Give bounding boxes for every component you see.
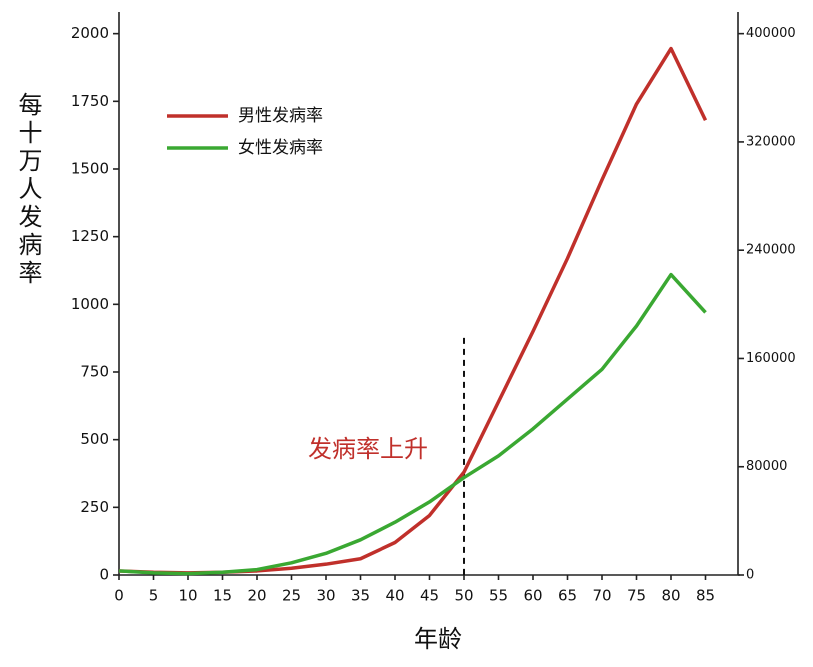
y-tick-label: 0 [99,566,109,584]
x-tick-label: 40 [385,587,404,605]
y2-tick-label: 0 [746,568,754,583]
y-axis-label: 每十万人发病率 [14,92,42,288]
y-tick-label: 500 [80,430,109,448]
y-tick-label: 2000 [71,24,109,42]
x-tick-label: 60 [523,587,542,605]
y-tick-label: 250 [80,498,109,516]
y2-tick-label: 320000 [746,134,796,149]
x-tick-label: 35 [351,587,370,605]
y2-tick-label: 160000 [746,351,796,366]
x-tick-label: 20 [247,587,266,605]
x-axis-label: 年龄 [414,625,462,653]
y2-tick-label: 240000 [746,243,796,258]
x-tick-label: 10 [178,587,197,605]
x-tick-label: 25 [282,587,301,605]
y-tick-label: 1250 [71,227,109,245]
x-tick-label: 0 [114,587,124,605]
x-tick-label: 80 [661,587,680,605]
series-line [118,46,708,575]
annotation: 发病率上升 [308,435,428,463]
x-tick-label: 30 [316,587,335,605]
x-tick-label: 50 [454,587,473,605]
y-tick-label: 1750 [71,92,109,110]
legend-label: 男性发病率 [238,106,323,126]
y2-tick-label: 400000 [746,26,796,41]
y-tick-label: 1000 [71,295,109,313]
y-axis-label-text: 每十万人发病率 [14,92,42,288]
y2-tick-label: 80000 [746,459,787,474]
y-tick-label: 750 [80,362,109,380]
x-tick-label: 85 [696,587,715,605]
x-tick-label: 15 [213,587,232,605]
legend-label: 女性发病率 [238,138,323,158]
x-tick-label: 65 [558,587,577,605]
x-tick-label: 75 [627,587,646,605]
y-tick-label: 1500 [71,159,109,177]
series-line [118,272,707,576]
x-tick-label: 70 [592,587,611,605]
x-tick-label: 55 [489,587,508,605]
x-tick-label: 5 [149,587,159,605]
x-tick-label: 45 [420,587,439,605]
